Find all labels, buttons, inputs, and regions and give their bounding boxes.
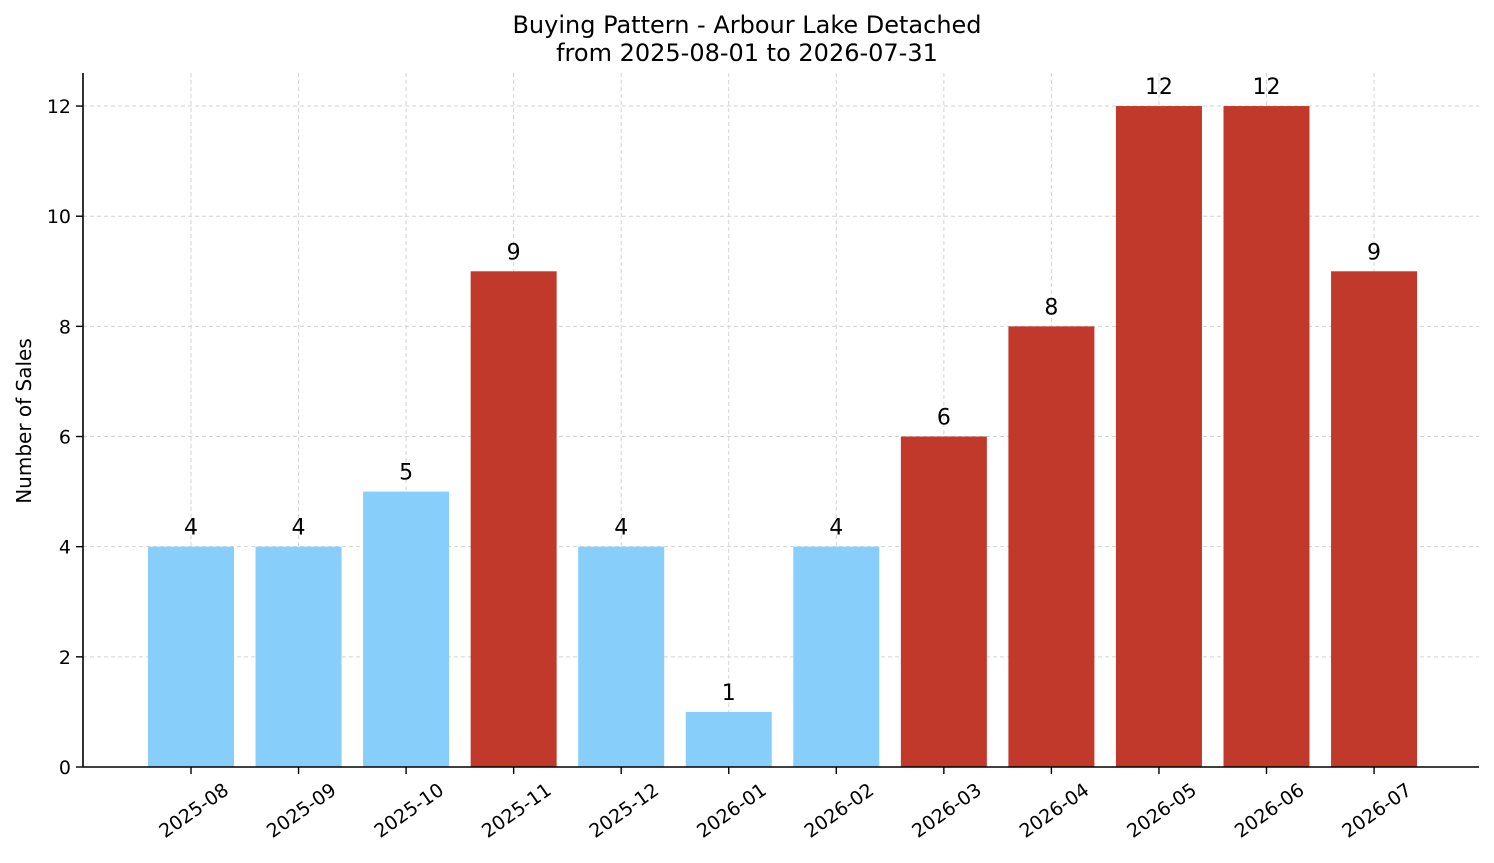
- x-tick-label: 2025-08: [155, 779, 233, 843]
- bar-value-label: 4: [614, 516, 628, 541]
- bar: [470, 271, 557, 767]
- x-tick-label: 2025-12: [585, 779, 663, 843]
- bar-value-label: 12: [1253, 75, 1281, 100]
- x-tick-label: 2026-05: [1123, 779, 1201, 843]
- x-tick-label: 2026-04: [1016, 779, 1094, 843]
- x-tick-label: 2026-01: [693, 779, 771, 843]
- bar: [1008, 326, 1095, 767]
- bar-value-label: 9: [1367, 240, 1381, 265]
- chart-title: Buying Pattern - Arbour Lake Detached: [512, 11, 982, 39]
- bar-value-label: 1: [722, 681, 736, 706]
- y-tick-label: 0: [59, 757, 71, 779]
- bar: [685, 711, 772, 767]
- x-tick-label: 2025-10: [370, 779, 448, 843]
- bar-value-label: 4: [184, 516, 198, 541]
- bar: [1223, 106, 1310, 768]
- bar: [255, 546, 342, 767]
- bar: [793, 546, 880, 767]
- bar-value-label: 8: [1044, 295, 1058, 320]
- y-tick-label: 10: [47, 206, 71, 228]
- x-tick-label: 2025-09: [263, 779, 341, 843]
- bar: [363, 491, 450, 767]
- x-tick-label: 2026-06: [1231, 779, 1309, 843]
- bar: [900, 436, 987, 767]
- bar-value-label: 9: [507, 240, 521, 265]
- bar: [578, 546, 665, 767]
- bar: [1331, 271, 1418, 767]
- bar-layer: [148, 106, 1418, 768]
- bar-value-label: 4: [292, 516, 306, 541]
- x-tick-label: 2026-07: [1338, 779, 1416, 843]
- x-tick-label: 2026-02: [801, 779, 879, 843]
- chart-subtitle: from 2025-08-01 to 2026-07-31: [556, 39, 938, 67]
- bar-value-label: 5: [399, 461, 413, 486]
- x-tick-label: 2026-03: [908, 779, 986, 843]
- x-tick-label: 2025-11: [478, 779, 556, 843]
- bar-value-label: 6: [937, 406, 951, 431]
- y-tick-label: 12: [47, 96, 71, 118]
- bar: [1115, 106, 1202, 768]
- y-tick-label: 6: [59, 427, 71, 449]
- y-tick-label: 4: [59, 537, 71, 559]
- bar-value-label: 4: [829, 516, 843, 541]
- bar-value-label: 12: [1145, 75, 1173, 100]
- bar: [148, 546, 234, 767]
- axis-layer: [76, 73, 1479, 774]
- y-tick-label: 8: [59, 316, 71, 338]
- y-tick-label: 2: [59, 647, 71, 669]
